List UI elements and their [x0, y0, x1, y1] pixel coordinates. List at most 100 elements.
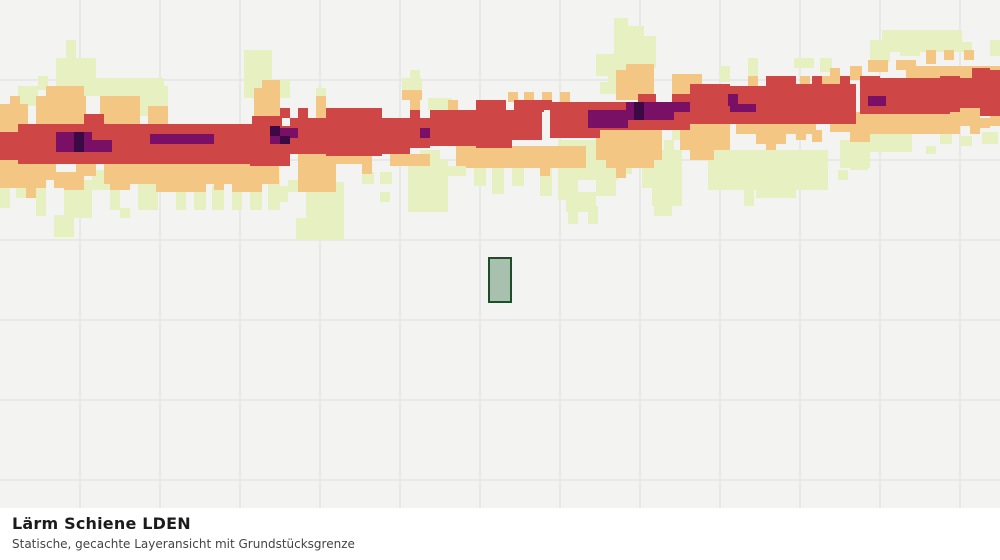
noise-cell-medium: [766, 140, 776, 150]
noise-cell-medium: [316, 96, 326, 118]
noise-map[interactable]: [0, 0, 1000, 508]
noise-cell-low: [380, 192, 390, 202]
noise-cell-medium: [944, 50, 954, 60]
noise-cell-low: [640, 36, 656, 68]
noise-cell-low: [380, 172, 392, 184]
noise-cell-high: [690, 84, 730, 124]
noise-cell-low: [600, 82, 616, 94]
noise-cell-medium: [214, 180, 224, 190]
noise-cell-medium: [110, 180, 130, 190]
noise-cell-high: [430, 110, 480, 146]
noise-cell-medium: [626, 64, 654, 74]
noise-cell-low: [408, 160, 448, 212]
noise-cell-medium: [270, 80, 280, 90]
noise-cell-high: [626, 120, 690, 130]
noise-cell-low: [176, 186, 186, 210]
noise-cell-extreme: [74, 132, 84, 152]
noise-cell-low: [744, 186, 754, 206]
noise-cell-low: [268, 180, 280, 210]
noise-cell-medium: [390, 154, 430, 166]
noise-cell-low: [492, 162, 504, 194]
noise-cell-medium: [980, 118, 990, 128]
noise-cell-medium: [466, 146, 586, 168]
noise-cell-low: [862, 134, 912, 152]
noise-cell-low: [362, 172, 374, 184]
noise-cell-low: [720, 66, 730, 82]
noise-cell-low: [278, 186, 288, 202]
noise-cell-low: [212, 186, 224, 210]
noise-cell-high: [638, 94, 656, 104]
noise-cell-low: [138, 180, 158, 210]
noise-cell-low: [838, 170, 848, 180]
noise-cell-high: [410, 110, 420, 120]
noise-cell-medium: [950, 124, 960, 134]
noise-cell-low: [316, 88, 326, 100]
noise-cell-low: [672, 130, 684, 140]
noise-cell-low: [748, 58, 758, 76]
noise-cell-medium: [690, 146, 714, 160]
noise-cell-high: [280, 108, 290, 118]
map-canvas[interactable]: [0, 0, 1000, 508]
noise-cell-high: [980, 70, 1000, 116]
noise-cell-medium: [820, 76, 830, 86]
noise-cell-low: [596, 160, 616, 196]
noise-cell-very-high: [150, 134, 214, 144]
noise-cell-low: [288, 180, 298, 192]
noise-cell-medium: [448, 100, 458, 112]
noise-cell-low: [882, 30, 962, 52]
noise-cell-low: [614, 18, 628, 68]
noise-cell-medium: [232, 180, 262, 192]
noise-cell-low: [296, 218, 316, 240]
noise-cell-high: [476, 110, 512, 148]
noise-cell-very-high: [270, 128, 298, 138]
noise-cell-extreme: [270, 126, 280, 136]
noise-cell-medium: [850, 66, 862, 80]
map-title: Lärm Schiene LDEN: [12, 514, 191, 533]
noise-cell-low: [110, 190, 120, 210]
noise-cell-high: [812, 76, 822, 86]
noise-cell-medium: [0, 160, 46, 188]
noise-cell-medium: [26, 186, 36, 198]
noise-cell-high: [0, 132, 20, 160]
noise-cell-low: [940, 134, 952, 144]
noise-cell-medium: [410, 98, 420, 110]
noise-cell-low: [820, 58, 832, 72]
noise-cell-high: [298, 108, 308, 118]
noise-cell-medium: [542, 92, 552, 102]
noise-cell-medium: [868, 60, 888, 72]
parcel-boundary[interactable]: [488, 257, 512, 303]
noise-cell-medium: [850, 112, 950, 134]
noise-cell-high: [766, 76, 796, 86]
noise-cell-medium: [402, 90, 422, 100]
noise-cell-low: [120, 208, 130, 218]
noise-cell-low: [960, 136, 972, 146]
noise-cell-low: [870, 40, 890, 62]
noise-cell-high: [380, 118, 410, 154]
noise-cell-high: [940, 76, 960, 112]
noise-cell-high: [510, 110, 542, 140]
noise-cell-medium: [524, 92, 534, 102]
noise-cell-low: [654, 196, 672, 216]
noise-cell-medium: [850, 128, 870, 142]
noise-cell-medium: [616, 164, 626, 178]
noise-cell-very-high: [728, 94, 738, 106]
noise-cell-medium: [148, 106, 168, 124]
noise-cell-low: [474, 164, 486, 186]
noise-cell-low: [990, 40, 1000, 56]
noise-cell-low: [850, 156, 868, 170]
noise-cell-medium: [298, 154, 336, 192]
noise-cell-medium: [990, 116, 1000, 126]
noise-cell-very-high: [588, 110, 628, 128]
noise-cell-medium: [800, 76, 810, 86]
noise-cell-medium: [560, 92, 570, 102]
noise-cell-medium: [748, 76, 758, 86]
noise-cell-low: [410, 70, 420, 84]
noise-cell-low: [446, 166, 466, 176]
noise-cell-medium: [46, 86, 84, 106]
noise-cell-low: [786, 170, 810, 190]
noise-band-extreme: [74, 102, 644, 152]
noise-cell-very-high: [92, 140, 112, 152]
noise-cell-low: [718, 170, 748, 188]
noise-cell-medium: [970, 124, 980, 134]
noise-cell-medium: [812, 130, 822, 142]
